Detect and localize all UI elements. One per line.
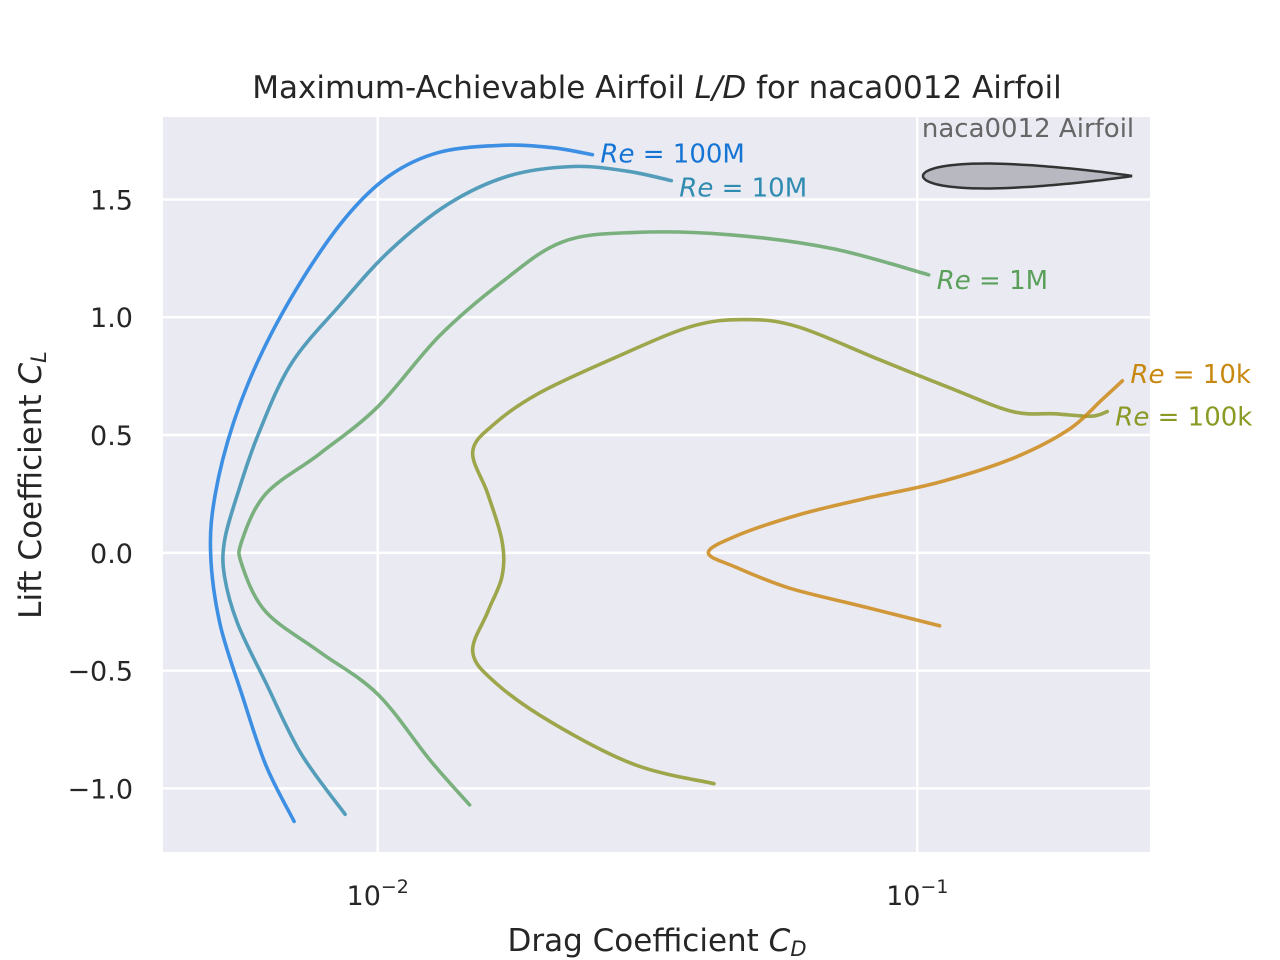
series-line <box>470 317 1110 786</box>
x-tick-base: 10 <box>347 881 381 912</box>
series-label-value: 1M <box>1009 265 1048 295</box>
series-line <box>237 230 931 807</box>
series-label: Re = 100M <box>600 139 744 169</box>
y-tick-label: 0.0 <box>90 539 133 570</box>
y-axis-ticks: 1.5 1.0 0.5 0.0 −0.5 −1.0 <box>67 185 133 805</box>
series-label: Re = 10M <box>679 173 807 203</box>
series-line <box>208 143 595 824</box>
series-label-equals: = <box>1164 359 1202 389</box>
plot-area <box>163 117 1150 852</box>
airfoil-inset: naca0012 Airfoil <box>921 114 1134 190</box>
y-tick-label: −0.5 <box>67 657 133 688</box>
xlabel-part-1: Drag Coefficient <box>507 923 768 959</box>
series-label-equals: = <box>713 173 751 203</box>
series-label-prefix: Re <box>1115 402 1149 432</box>
inset-label: naca0012 Airfoil <box>922 114 1134 144</box>
xlabel-sub: D <box>790 937 806 960</box>
title-part-2: L/D <box>695 70 747 106</box>
x-tick-label: 10−2 <box>347 876 409 912</box>
series-line <box>706 379 1125 628</box>
chart-title: Maximum-Achievable Airfoil L/D for naca0… <box>252 70 1061 106</box>
ylabel-part-2: C <box>13 363 49 385</box>
ylabel-sub: L <box>27 351 51 363</box>
series-label: Re = 100k <box>1115 402 1252 432</box>
series-label-prefix: Re <box>1130 359 1164 389</box>
series-label-value: 10M <box>752 173 808 203</box>
x-tick-exponent: −2 <box>381 876 409 898</box>
series-label-value: 10k <box>1203 359 1251 389</box>
series-label-prefix: Re <box>937 265 971 295</box>
y-tick-label: 1.5 <box>90 185 133 216</box>
y-tick-label: −1.0 <box>67 774 133 805</box>
series-label-equals: = <box>971 265 1009 295</box>
y-axis-label: Lift Coefficient CL <box>13 351 51 619</box>
x-axis-label: Drag Coefficient CD <box>507 923 806 960</box>
series-label: Re = 1M <box>937 265 1048 295</box>
ylabel-part-1: Lift Coefficient <box>13 385 49 619</box>
x-axis-ticks: 10−2 10−1 <box>347 876 949 912</box>
series-label-value: 100k <box>1188 402 1253 432</box>
y-tick-label: 0.5 <box>90 421 133 452</box>
series-label-equals: = <box>634 139 672 169</box>
series-label-prefix: Re <box>679 173 713 203</box>
x-tick-base: 10 <box>886 881 920 912</box>
y-tick-label: 1.0 <box>90 303 133 334</box>
airfoil-shape <box>921 162 1133 190</box>
series-line <box>221 164 674 817</box>
x-tick-label: 10−1 <box>886 876 948 912</box>
xlabel-part-2: C <box>769 923 791 959</box>
series-label-equals: = <box>1149 402 1187 432</box>
title-part-3: for naca0012 Airfoil <box>746 70 1061 106</box>
x-tick-exponent: −1 <box>920 876 948 898</box>
title-part-1: Maximum-Achievable Airfoil <box>252 70 694 106</box>
series-label-value: 100M <box>673 139 745 169</box>
series-layer <box>208 143 1125 824</box>
series-label-prefix: Re <box>600 139 634 169</box>
series-label: Re = 10k <box>1130 359 1251 389</box>
